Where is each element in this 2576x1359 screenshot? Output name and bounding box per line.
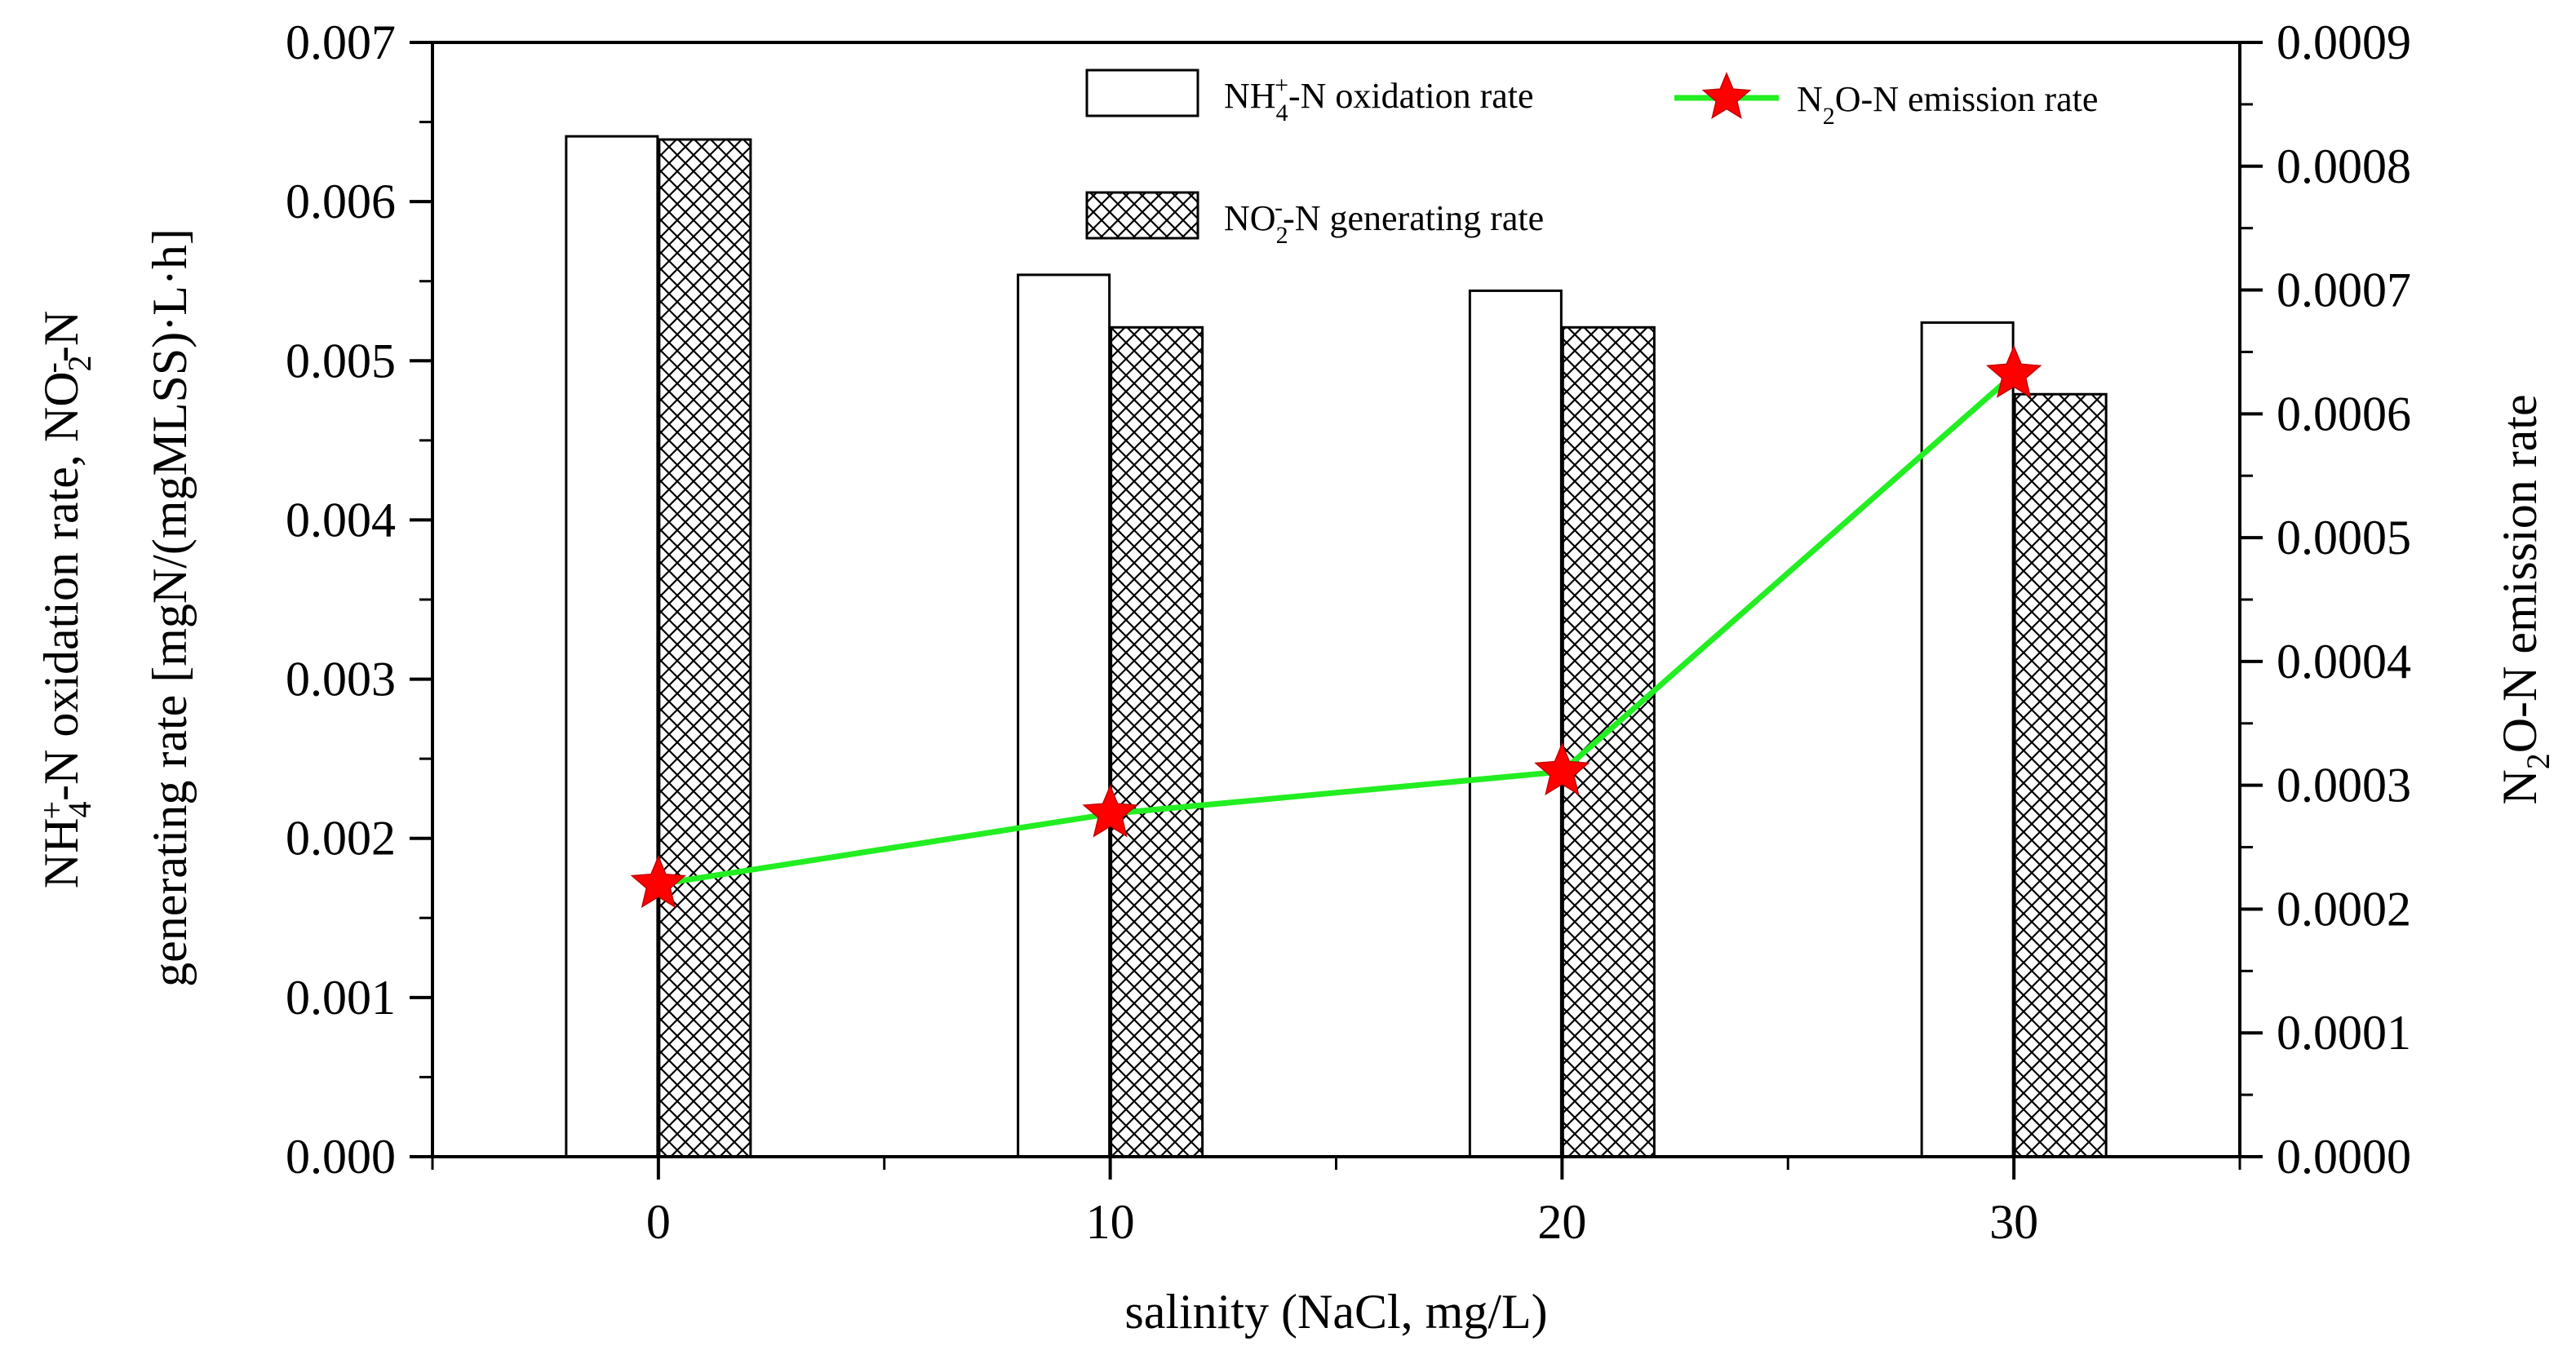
right-tick-label: 0.0000	[2277, 1130, 2411, 1184]
legend-label-no2-generating-part: -	[1275, 194, 1283, 221]
left-tick-label: 0.006	[286, 175, 396, 228]
left-axis-title-line1: NH4+-N oxidation rate, NO2--N	[33, 311, 98, 888]
legend-star-n2o-emission	[1701, 72, 1752, 119]
x-tick-label: 0	[646, 1195, 671, 1249]
left-tick-label: 0.004	[286, 493, 396, 547]
bar-nh4-oxidation	[1017, 273, 1111, 1158]
left-tick-label: 0.001	[286, 971, 396, 1025]
legend-label-n2o-emission: N2O-N emission rate	[1797, 79, 2098, 130]
left-axis-title-line1-part: +	[33, 801, 70, 820]
left-axis-title-line1-part: 4	[61, 802, 98, 818]
right-tick-label: 0.0002	[2277, 882, 2411, 936]
right-tick-label: 0.0008	[2277, 139, 2411, 193]
x-tick-label: 20	[1537, 1195, 1586, 1249]
legend-label-no2-generating-part: NO	[1224, 198, 1276, 238]
legend-label-no2-generating-part: 2	[1276, 222, 1288, 249]
axes	[410, 41, 2263, 1180]
x-tick-label: 30	[1989, 1195, 2038, 1249]
legend-label-nh4-oxidation-part: 4	[1276, 100, 1288, 126]
emission-line-layer	[630, 344, 2042, 909]
left-tick-label: 0.003	[286, 653, 396, 706]
left-tick-label: 0.007	[286, 15, 396, 69]
legend-label-n2o-emission-part: N	[1797, 79, 1823, 119]
line-n2o-emission	[658, 372, 2016, 888]
bar-no2-generating	[658, 138, 752, 1158]
right-tick-label: 0.0004	[2277, 635, 2411, 688]
marker-n2o-emission-star	[1082, 784, 1138, 838]
bar-nh4-oxidation	[1920, 321, 2015, 1158]
legend-label-no2-generating: NO2--N generating rate	[1224, 194, 1544, 249]
legend-label-nh4-oxidation-part: +	[1275, 72, 1288, 99]
bar-group	[565, 135, 2108, 1158]
bar-nh4-oxidation	[565, 135, 659, 1158]
right-tick-label: 0.0003	[2277, 759, 2411, 812]
bar-no2-generating	[1110, 325, 1204, 1158]
left-axis-title-line1-part: -	[33, 362, 70, 373]
right-axis-title-part: 2	[2520, 753, 2556, 769]
legend-label-nh4-oxidation-part: NH	[1224, 76, 1276, 116]
right-tick-label: 0.0007	[2277, 263, 2411, 317]
right-tick-label: 0.0005	[2277, 511, 2411, 564]
x-tick-label: 10	[1086, 1195, 1135, 1249]
left-tick-label: 0.005	[286, 334, 396, 387]
legend-label-nh4-oxidation: NH4+-N oxidation rate	[1224, 72, 1534, 126]
legend-label-no2-generating-part: -N generating rate	[1283, 198, 1544, 238]
right-tick-label: 0.0001	[2277, 1006, 2411, 1060]
left-axis-title-line1-part: NH	[34, 818, 88, 889]
bar-no2-generating	[2013, 392, 2108, 1158]
right-axis-title-part: N	[2493, 769, 2547, 804]
right-axis-title-part: O-N emission rate	[2493, 394, 2547, 753]
legend-swatch-nh4-oxidation	[1085, 69, 1199, 117]
legend-label-n2o-emission-part: 2	[1823, 103, 1835, 130]
right-tick-label: 0.0009	[2277, 15, 2411, 69]
left-tick-label: 0.000	[286, 1130, 396, 1184]
marker-n2o-emission-star	[1985, 344, 2042, 398]
marker-n2o-emission-star	[1534, 742, 1590, 796]
right-tick-label: 0.0006	[2277, 387, 2411, 440]
right-axis-title: N2O-N emission rate	[2493, 394, 2556, 804]
x-axis-title: salinity (NaCl, mg/L)	[1124, 1285, 1547, 1339]
left-axis-title-line1-part: -N oxidation rate, NO	[34, 371, 88, 801]
bar-nh4-oxidation	[1468, 289, 1563, 1158]
legend-label-nh4-oxidation-part: -N oxidation rate	[1288, 76, 1534, 116]
axis-labels: 0.000 0.001 0.002 0.003 0.004 0.005 0.006 0.007…	[33, 15, 2556, 1339]
left-axis-title-line1-part: 2	[61, 355, 98, 371]
marker-n2o-emission-star	[630, 855, 687, 909]
legend-label-n2o-emission-part: O-N emission rate	[1835, 79, 2099, 119]
left-tick-label: 0.002	[286, 812, 396, 865]
legend-swatch-no2-generating	[1085, 191, 1199, 240]
left-axis-title-line1-part: -N	[34, 311, 88, 362]
bar-no2-generating	[1561, 325, 1656, 1158]
left-axis-title-line2: generating rate [mgN/(mgMLSS)·L·h]	[143, 228, 197, 987]
left-axis-title: NH4+-N oxidation rate, NO2--N generating …	[33, 228, 197, 987]
